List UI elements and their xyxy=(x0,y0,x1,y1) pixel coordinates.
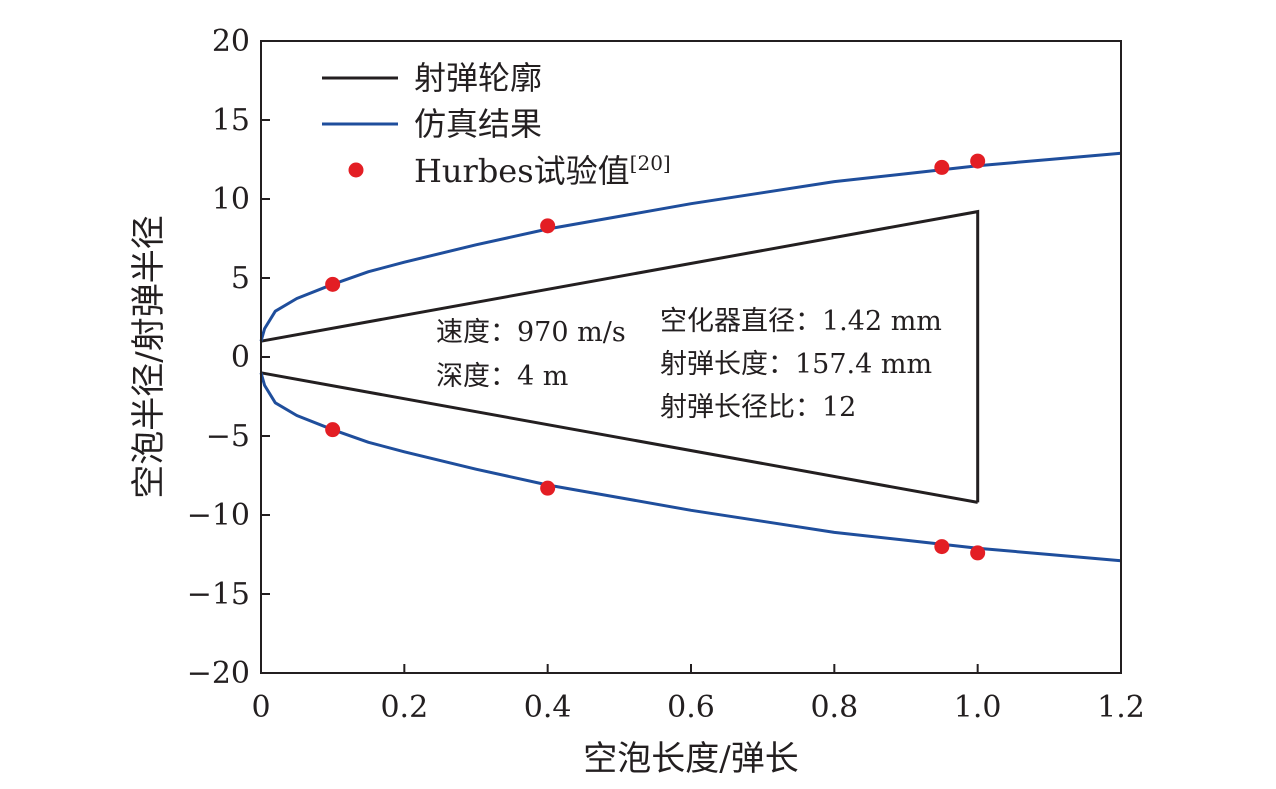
experiment-point xyxy=(540,480,556,496)
annotation-right-1: 射弹长度：157.4 mm xyxy=(660,349,932,380)
annotation-right-2: 射弹长径比：12 xyxy=(660,392,856,423)
x-tick-label: 0.6 xyxy=(667,690,715,725)
y-tick-label: 10 xyxy=(212,182,250,217)
experiment-point xyxy=(325,422,341,438)
x-tick-label: 0.8 xyxy=(810,690,858,725)
plot-frame xyxy=(260,40,1122,674)
y-tick-label: 0 xyxy=(231,340,250,375)
x-tick-label: 0.2 xyxy=(380,690,428,725)
points-layer xyxy=(325,153,986,561)
legend-label-experiment-ref: [20] xyxy=(630,151,671,175)
y-tick-label: −5 xyxy=(206,419,250,454)
x-tick-label: 1.2 xyxy=(1097,690,1145,725)
experiment-point xyxy=(934,159,950,175)
axes: 0 0.2 0.4 0.6 0.8 1.0 1.2 −20 −15 −10 −5 0 5 10 15 20 空泡… xyxy=(129,24,1145,779)
legend-label-experiment: Hurbes试验值[20] xyxy=(414,151,671,190)
profile-line xyxy=(260,371,978,504)
legend-label-profile: 射弹轮廓 xyxy=(414,59,542,97)
y-tick-label: −10 xyxy=(187,498,250,533)
profile-line xyxy=(260,209,980,503)
legend-label-experiment-name: Hurbes试验值 xyxy=(414,152,630,190)
annotation-left-1: 深度：4 m xyxy=(436,361,568,392)
annotations: 速度：970 m/s 深度：4 m 空化器直径：1.42 mm 射弹长度：157.4 … xyxy=(436,306,942,423)
legend-swatch-experiment xyxy=(348,162,364,178)
experiment-point xyxy=(970,545,986,561)
experiment-point xyxy=(325,276,341,292)
x-tick-label: 1.0 xyxy=(954,690,1002,725)
y-axis-title: 空泡半径/射弹半径 xyxy=(129,215,169,498)
y-tick-label: 15 xyxy=(212,103,250,138)
experiment-point xyxy=(540,218,556,234)
annotation-right-0: 空化器直径：1.42 mm xyxy=(660,306,942,337)
experiment-point xyxy=(970,153,986,169)
y-tick-label: 5 xyxy=(231,261,250,296)
experiment-point xyxy=(934,539,950,555)
x-tick-label: 0.4 xyxy=(524,690,572,725)
x-axis-title: 空泡长度/弹长 xyxy=(583,739,798,779)
x-tick-label: 0 xyxy=(251,690,270,725)
y-tick-label: −20 xyxy=(187,656,250,691)
annotation-left-0: 速度：970 m/s xyxy=(436,317,626,348)
y-tick-label: 20 xyxy=(212,24,250,59)
legend-label-simulation: 仿真结果 xyxy=(414,105,542,143)
y-tick-label: −15 xyxy=(187,577,250,612)
